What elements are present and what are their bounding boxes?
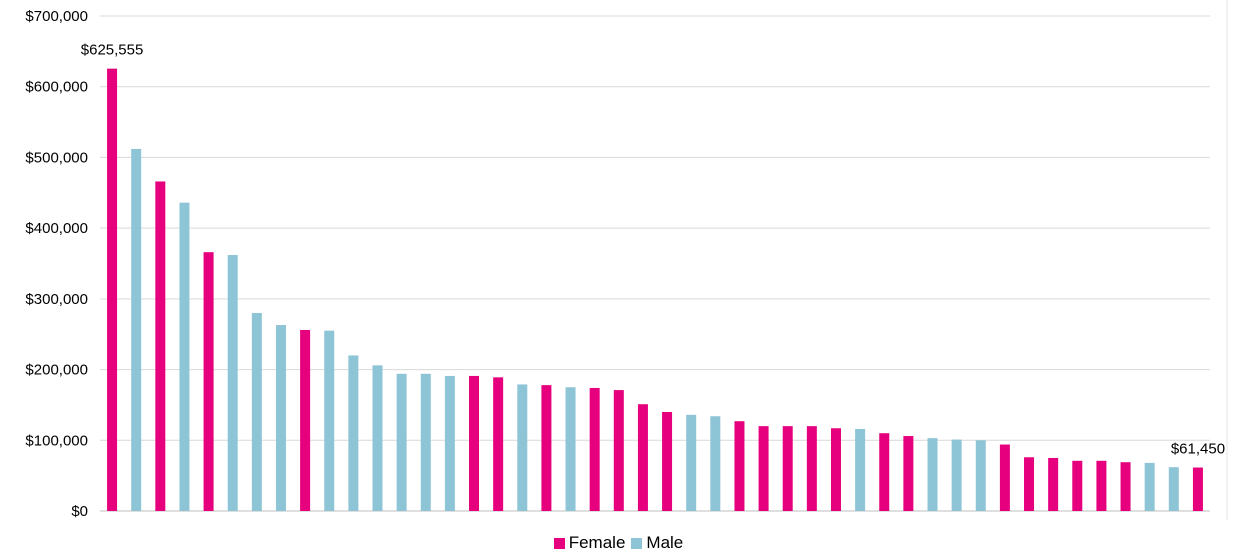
bar-female bbox=[1072, 460, 1083, 511]
bar-female bbox=[493, 377, 504, 511]
bar-male bbox=[372, 365, 383, 511]
y-tick-label: $300,000 bbox=[25, 291, 88, 308]
bar-male bbox=[710, 416, 721, 511]
bar-female bbox=[155, 181, 166, 511]
gridlines bbox=[100, 15, 1210, 512]
y-axis: $0 $100,000 $200,000 $300,000 $400,000 $500,0… bbox=[25, 8, 88, 520]
legend-label-male: Male bbox=[646, 533, 684, 552]
bar-male bbox=[565, 387, 576, 511]
bar-female bbox=[541, 385, 552, 511]
legend: Female Male bbox=[0, 533, 1237, 553]
y-tick-label: $200,000 bbox=[25, 362, 88, 379]
legend-item-female: Female bbox=[553, 533, 626, 553]
bar-male bbox=[444, 375, 455, 511]
bar-male bbox=[131, 148, 142, 511]
bar-male bbox=[348, 355, 359, 511]
bar-male bbox=[227, 255, 238, 511]
bar-female bbox=[662, 412, 673, 511]
y-tick-label: $700,000 bbox=[25, 8, 88, 25]
legend-swatch-male bbox=[631, 537, 643, 549]
legend-item-male: Male bbox=[631, 533, 683, 553]
bar-male bbox=[396, 373, 407, 511]
legend-label-female: Female bbox=[568, 533, 626, 552]
bar-male bbox=[251, 313, 262, 511]
bar-female bbox=[758, 426, 769, 511]
bar-female bbox=[806, 426, 817, 511]
y-tick-label: $400,000 bbox=[25, 220, 88, 237]
bar-male bbox=[951, 439, 962, 511]
bar-female bbox=[589, 387, 600, 511]
bar-female bbox=[300, 329, 311, 511]
bars bbox=[107, 68, 1203, 511]
bar-data-label: $61,450 bbox=[1171, 441, 1225, 458]
bar-female bbox=[1120, 462, 1131, 511]
bar-male bbox=[324, 330, 335, 511]
bar-female bbox=[782, 426, 793, 511]
bar-male bbox=[855, 428, 866, 511]
bar-female bbox=[903, 436, 914, 511]
bar-male bbox=[686, 414, 697, 511]
bar-male bbox=[975, 440, 986, 511]
y-tick-label: $100,000 bbox=[25, 432, 88, 449]
bar-female bbox=[469, 375, 480, 511]
bar-female bbox=[613, 390, 624, 511]
bar-female bbox=[107, 68, 118, 511]
legend-swatch-female bbox=[553, 537, 565, 549]
bar-data-label: $625,555 bbox=[81, 42, 144, 59]
bar-female bbox=[1096, 460, 1107, 511]
bar-male bbox=[275, 325, 286, 511]
bar-male bbox=[1144, 462, 1155, 511]
bar-female bbox=[637, 404, 648, 511]
bar-female bbox=[1024, 457, 1035, 511]
y-tick-label: $500,000 bbox=[25, 149, 88, 166]
bar-female bbox=[830, 428, 841, 511]
bar-male bbox=[179, 202, 190, 511]
bar-female bbox=[203, 252, 214, 511]
bar-female bbox=[1048, 457, 1059, 511]
bar-male bbox=[927, 438, 938, 511]
bar-male bbox=[517, 384, 528, 511]
y-tick-label: $600,000 bbox=[25, 79, 88, 96]
bar-male bbox=[1168, 467, 1179, 511]
bar-male bbox=[420, 373, 431, 511]
bar-female bbox=[734, 421, 745, 511]
data-labels: $625,555 $61,450 bbox=[81, 42, 1225, 458]
bar-female bbox=[1192, 467, 1203, 511]
bar-female bbox=[879, 433, 890, 511]
bar-female bbox=[999, 444, 1010, 511]
y-tick-label: $0 bbox=[71, 503, 88, 520]
